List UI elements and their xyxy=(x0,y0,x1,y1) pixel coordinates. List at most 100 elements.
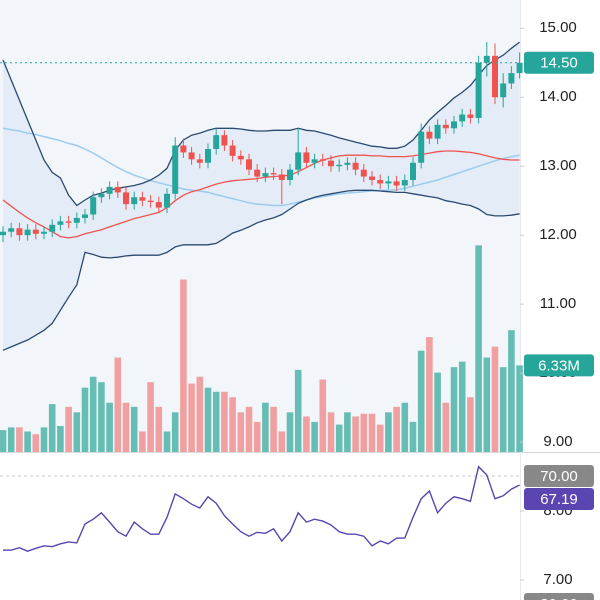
volume-bar xyxy=(180,279,187,452)
rsi-last-tag xyxy=(524,488,594,510)
bollinger-lower xyxy=(2,189,520,351)
y-tick-label: 14.00 xyxy=(539,88,577,105)
volume-bar xyxy=(401,402,409,452)
volume-bar xyxy=(335,424,343,452)
volume-bar xyxy=(360,413,368,452)
candle-body xyxy=(164,193,170,208)
volume-bar xyxy=(368,413,376,452)
candle-body xyxy=(172,145,179,194)
volume-bar xyxy=(114,357,122,452)
volume-bar xyxy=(393,406,400,452)
volume-bar xyxy=(516,365,523,452)
volume-bar xyxy=(319,379,327,452)
candle-body xyxy=(319,159,326,161)
volume-last-tag xyxy=(524,354,594,377)
candle-body xyxy=(131,197,138,205)
rsi-line xyxy=(3,465,520,552)
volume-bar xyxy=(458,361,466,452)
candle-body xyxy=(287,169,293,180)
candle-body xyxy=(106,186,113,194)
candle-body xyxy=(205,148,211,163)
rsi-level-label: 70.00 xyxy=(540,468,578,485)
volume-bar xyxy=(32,434,40,452)
last-price-label: 14.50 xyxy=(540,55,578,72)
y-tick-label: 12.00 xyxy=(539,226,577,243)
volume-bar xyxy=(98,382,105,452)
band-fill xyxy=(3,42,520,351)
y-tick-label: 15.00 xyxy=(539,19,577,36)
candle-body xyxy=(401,180,408,186)
volume-bar xyxy=(196,376,204,452)
candle-body xyxy=(262,173,269,177)
volume-bar xyxy=(81,387,89,452)
volume-bar xyxy=(89,376,97,452)
volume-bar xyxy=(130,406,138,452)
volume-bar xyxy=(294,369,302,452)
volume-bar xyxy=(475,245,482,452)
candle-body xyxy=(393,181,400,186)
volume-bar xyxy=(57,425,64,452)
candle-body xyxy=(41,231,47,234)
bollinger-upper xyxy=(2,41,520,207)
candle-body xyxy=(73,217,80,223)
candle-body xyxy=(278,174,285,180)
candle-body xyxy=(147,200,154,203)
candle-body xyxy=(344,162,351,165)
rsi-level-label: 30.00 xyxy=(540,596,578,600)
volume-bar xyxy=(417,350,425,452)
candle-body xyxy=(418,131,425,163)
last-price-tag xyxy=(524,51,594,74)
volume-bar xyxy=(122,402,130,452)
volume-bar xyxy=(188,383,195,452)
candle-body xyxy=(180,145,187,153)
candle-body xyxy=(254,169,261,177)
volume-bar xyxy=(229,397,236,452)
volume-bar xyxy=(376,424,384,452)
volume-bar xyxy=(434,372,441,452)
candle-body xyxy=(336,164,343,167)
candle-body xyxy=(123,192,129,205)
candle-body xyxy=(295,152,302,170)
bollinger-middle xyxy=(2,127,520,207)
volume-bar xyxy=(508,330,515,452)
volume-bar xyxy=(221,391,228,452)
volume-bar xyxy=(245,406,253,452)
volume-bar xyxy=(16,427,23,452)
candle-body xyxy=(303,152,310,163)
candle-body xyxy=(426,131,433,139)
candle-body xyxy=(410,162,416,180)
candle-body xyxy=(139,197,146,201)
rsi-level-tag xyxy=(524,593,594,600)
rsi-level-tag xyxy=(524,465,594,487)
candle-body xyxy=(114,186,121,193)
candle-body xyxy=(483,55,490,63)
candle-body xyxy=(475,62,482,118)
candle-body xyxy=(65,221,72,223)
volume-bar xyxy=(212,391,220,452)
rsi-last-label: 67.19 xyxy=(540,491,578,508)
volume-bar xyxy=(155,406,163,452)
volume-bar xyxy=(147,382,154,452)
volume-bar xyxy=(409,421,417,452)
volume-bar xyxy=(40,427,48,452)
candle-body xyxy=(492,55,498,98)
y-tick-label: 11.00 xyxy=(540,295,576,312)
candle-body xyxy=(451,121,457,129)
candle-body xyxy=(57,221,64,225)
volume-bar xyxy=(48,404,56,452)
moving-average xyxy=(2,150,520,239)
volume-bar xyxy=(0,430,7,452)
volume-last-label: 6.33M xyxy=(538,357,580,374)
volume-bar xyxy=(262,402,269,452)
volume-bar xyxy=(253,421,261,452)
volume-bar xyxy=(344,412,351,452)
candle-body xyxy=(188,152,195,160)
candle-body xyxy=(500,83,507,98)
rsi-panel xyxy=(0,453,520,600)
candle-body xyxy=(8,228,15,232)
candle-body xyxy=(352,162,359,170)
candle-body xyxy=(155,202,162,208)
candle-body xyxy=(467,114,474,118)
candle-body xyxy=(98,193,105,198)
candle-body xyxy=(196,159,203,163)
